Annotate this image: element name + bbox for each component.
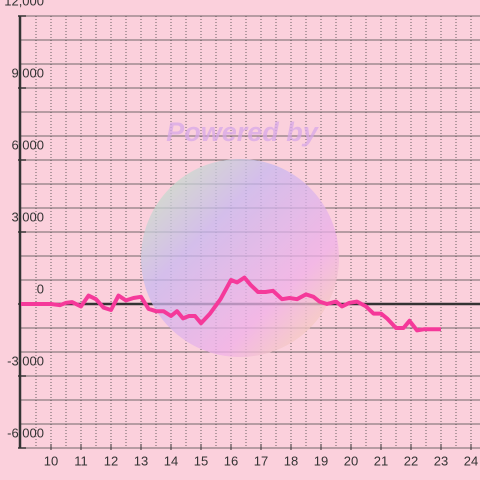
y-tick-label: -6,000 — [7, 425, 44, 440]
x-tick-label: 21 — [374, 453, 388, 468]
watermark-logo — [141, 159, 339, 357]
x-tick-label: 11 — [74, 453, 88, 468]
watermark: Powered by — [141, 117, 339, 357]
x-tick-label: 19 — [314, 453, 328, 468]
x-tick-label: 20 — [344, 453, 358, 468]
x-tick-label: 15 — [194, 453, 208, 468]
data-line — [21, 275, 441, 333]
watermark-text: Powered by — [166, 117, 320, 147]
x-tick-label: 14 — [164, 453, 178, 468]
x-tick-label: 23 — [434, 453, 448, 468]
x-tick-label: 17 — [254, 453, 268, 468]
y-tick-label: 3,000 — [11, 209, 44, 224]
y-tick-label: 0 — [37, 281, 44, 296]
x-tick-label: 18 — [284, 453, 298, 468]
x-tick-label: 24 — [464, 453, 478, 468]
plot — [21, 275, 441, 333]
y-tick-label: 12,000 — [4, 0, 44, 8]
x-tick-label: 22 — [404, 453, 418, 468]
y-tick-label: 6,000 — [11, 137, 44, 152]
x-tick-label: 12 — [104, 453, 118, 468]
x-tick-label: 13 — [134, 453, 148, 468]
y-tick-label: -3,000 — [7, 353, 44, 368]
x-tick-label: 10 — [44, 453, 58, 468]
x-tick-label: 16 — [224, 453, 238, 468]
y-tick-label: 9,000 — [11, 65, 44, 80]
